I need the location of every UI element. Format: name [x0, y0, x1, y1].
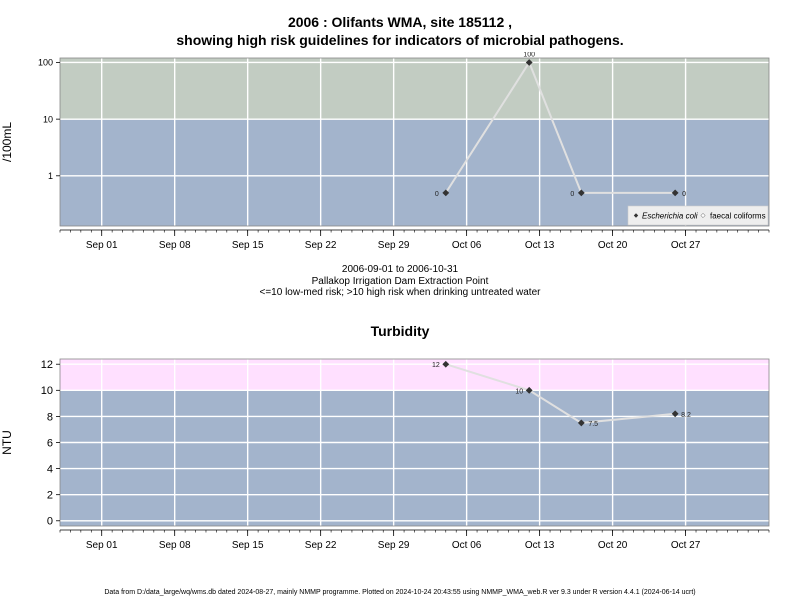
data-point — [442, 189, 450, 197]
turbidity-chart: 0 2 4 6 8 10 12 NTU Sep 01 Sep 08 Sep 15 Sep 22 Sep … — [0, 358, 770, 551]
x-tick-label: Sep 08 — [159, 240, 191, 251]
data-label: 7.5 — [588, 421, 598, 428]
data-label: 100 — [523, 52, 535, 58]
x-tick-label: Oct 27 — [671, 540, 701, 551]
y-axis-label: /100mL — [0, 122, 14, 162]
x-tick-label: Sep 15 — [232, 540, 264, 551]
y-tick-label: 0 — [47, 516, 53, 528]
y-tick-label: 8 — [47, 411, 53, 423]
y-tick-label: 12 — [41, 359, 53, 371]
x-tick-label: Oct 20 — [598, 240, 628, 251]
x-tick-label: Sep 22 — [305, 540, 337, 551]
x-tick-label: Sep 01 — [86, 540, 118, 551]
x-tick-label: Oct 27 — [671, 240, 701, 251]
x-tick-label: Sep 22 — [305, 240, 337, 251]
y-tick-label: 2 — [47, 490, 53, 502]
high-risk-region — [60, 58, 769, 120]
y-tick-label: 100 — [38, 58, 53, 68]
data-point — [442, 360, 450, 368]
x-tick-label: Oct 06 — [452, 240, 482, 251]
legend-box — [627, 205, 769, 226]
data-label: 0 — [570, 191, 574, 198]
data-label: 10 — [515, 388, 523, 395]
data-point — [671, 189, 679, 197]
risk-note: <=10 low-med risk; >10 high risk when dr… — [259, 287, 541, 298]
x-tick-label: Sep 29 — [378, 540, 410, 551]
data-label: 0 — [682, 191, 686, 198]
x-tick-label: Oct 13 — [525, 240, 555, 251]
legend-ecoli-label: Escherichia coli — [642, 212, 698, 221]
date-range: 2006-09-01 to 2006-10-31 — [341, 264, 459, 275]
plot-frame — [59, 57, 770, 227]
y-tick-label: 10 — [43, 114, 53, 124]
legend-faecal-label: faecal coliforms — [710, 212, 766, 221]
legend-faecal-marker — [700, 212, 706, 219]
x-tick-label: Sep 15 — [232, 240, 264, 251]
x-tick-label: Sep 29 — [378, 240, 410, 251]
data-point — [577, 189, 585, 197]
data-label: 8.2 — [681, 412, 691, 419]
y-tick-label: 1 — [48, 171, 53, 181]
x-tick-label: Oct 06 — [452, 540, 482, 551]
data-label: 0 — [435, 191, 439, 198]
legend-ecoli-marker — [633, 213, 639, 218]
series-line — [445, 363, 676, 424]
site-name: Pallakop Irrigation Dam Extraction Point — [311, 276, 489, 287]
y-tick-label: 10 — [41, 385, 53, 397]
x-tick-label: Oct 20 — [598, 540, 628, 551]
turbidity-title: Turbidity — [370, 323, 430, 339]
x-tick-label: Sep 01 — [86, 240, 118, 251]
x-tick-label: Sep 08 — [159, 540, 191, 551]
chart-title-line2: showing high risk guidelines for indicat… — [176, 32, 624, 48]
microbial-chart: 1 10 100/100mL Sep 01 Sep 08 Sep 15 Sep 22 Sep … — [0, 52, 770, 251]
data-label: 12 — [432, 362, 440, 369]
y-tick-label: 4 — [47, 463, 53, 475]
footnote: Data from D:/data_large/wq/wms.db dated … — [104, 589, 696, 596]
y-tick-label: 6 — [47, 437, 53, 449]
chart-title-line1: 2006 : Olifants WMA, site 185112 , — [287, 14, 513, 30]
y-axis-label: NTU — [0, 430, 14, 455]
x-tick-label: Oct 13 — [525, 540, 555, 551]
series-line — [444, 60, 676, 194]
